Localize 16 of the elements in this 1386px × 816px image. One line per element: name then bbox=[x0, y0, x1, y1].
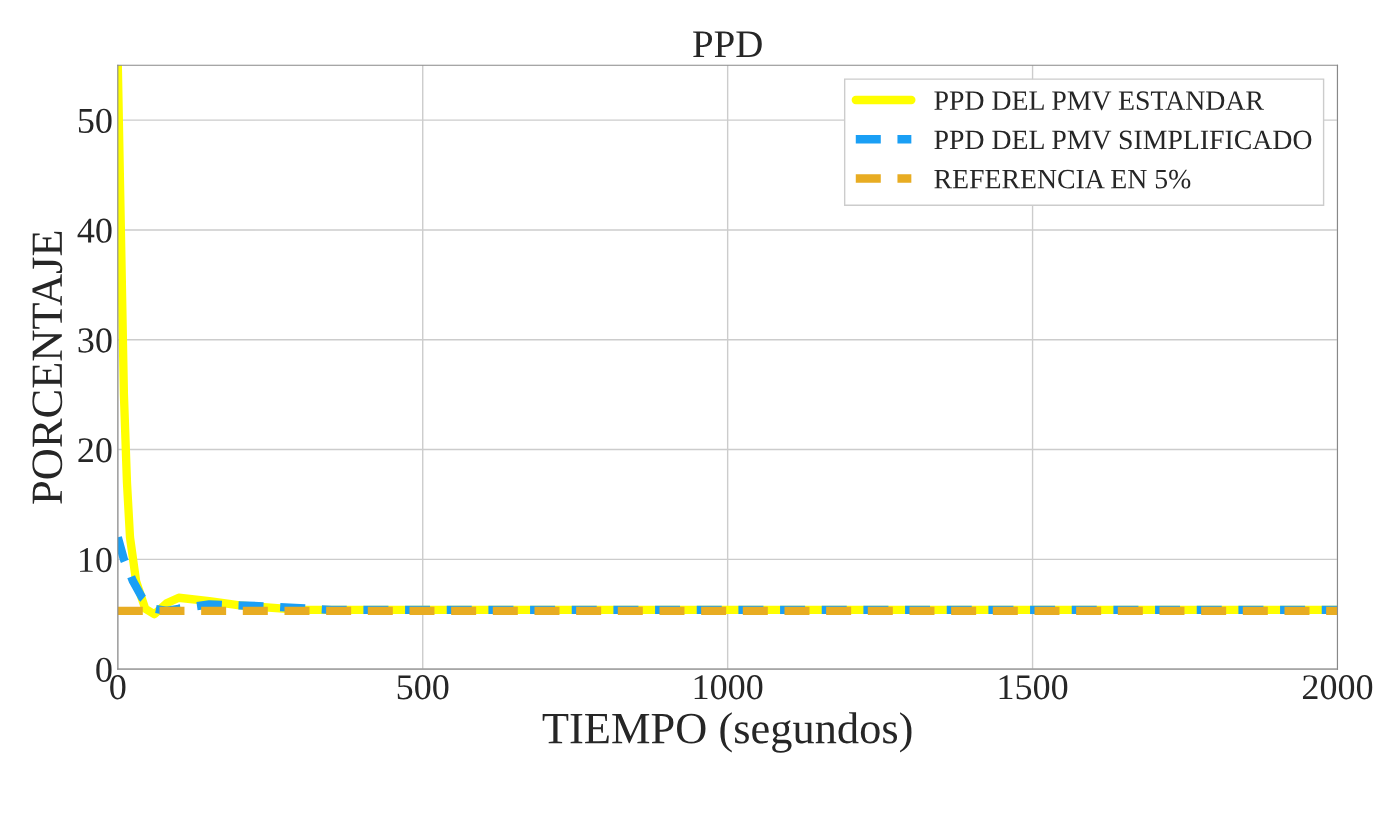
x-tick-label: 2000 bbox=[1302, 675, 1373, 700]
y-tick-label: 20 bbox=[78, 438, 112, 463]
x-tick-label: 500 bbox=[397, 675, 449, 700]
y-tick-label: 40 bbox=[77, 218, 112, 243]
x-tick-label: 1500 bbox=[999, 675, 1068, 700]
legend-label: PPD DEL PMV SIMPLIFICADO bbox=[934, 130, 1312, 150]
chart-title: PPD bbox=[693, 31, 762, 58]
legend-label: PPD DEL PMV ESTANDAR bbox=[934, 91, 1264, 111]
y-tick-label: 10 bbox=[80, 547, 112, 573]
y-tick-label: 50 bbox=[78, 108, 112, 134]
legend-label: REFERENCIA EN 5% bbox=[934, 169, 1191, 189]
x-axis-title: TIEMPO (segundos) bbox=[542, 712, 912, 753]
x-tick-label: 1000 bbox=[694, 675, 763, 700]
y-axis-title: PORCENTAJE bbox=[32, 231, 63, 504]
y-tick-label: 0 bbox=[96, 657, 112, 682]
y-tick-label: 30 bbox=[78, 328, 112, 353]
